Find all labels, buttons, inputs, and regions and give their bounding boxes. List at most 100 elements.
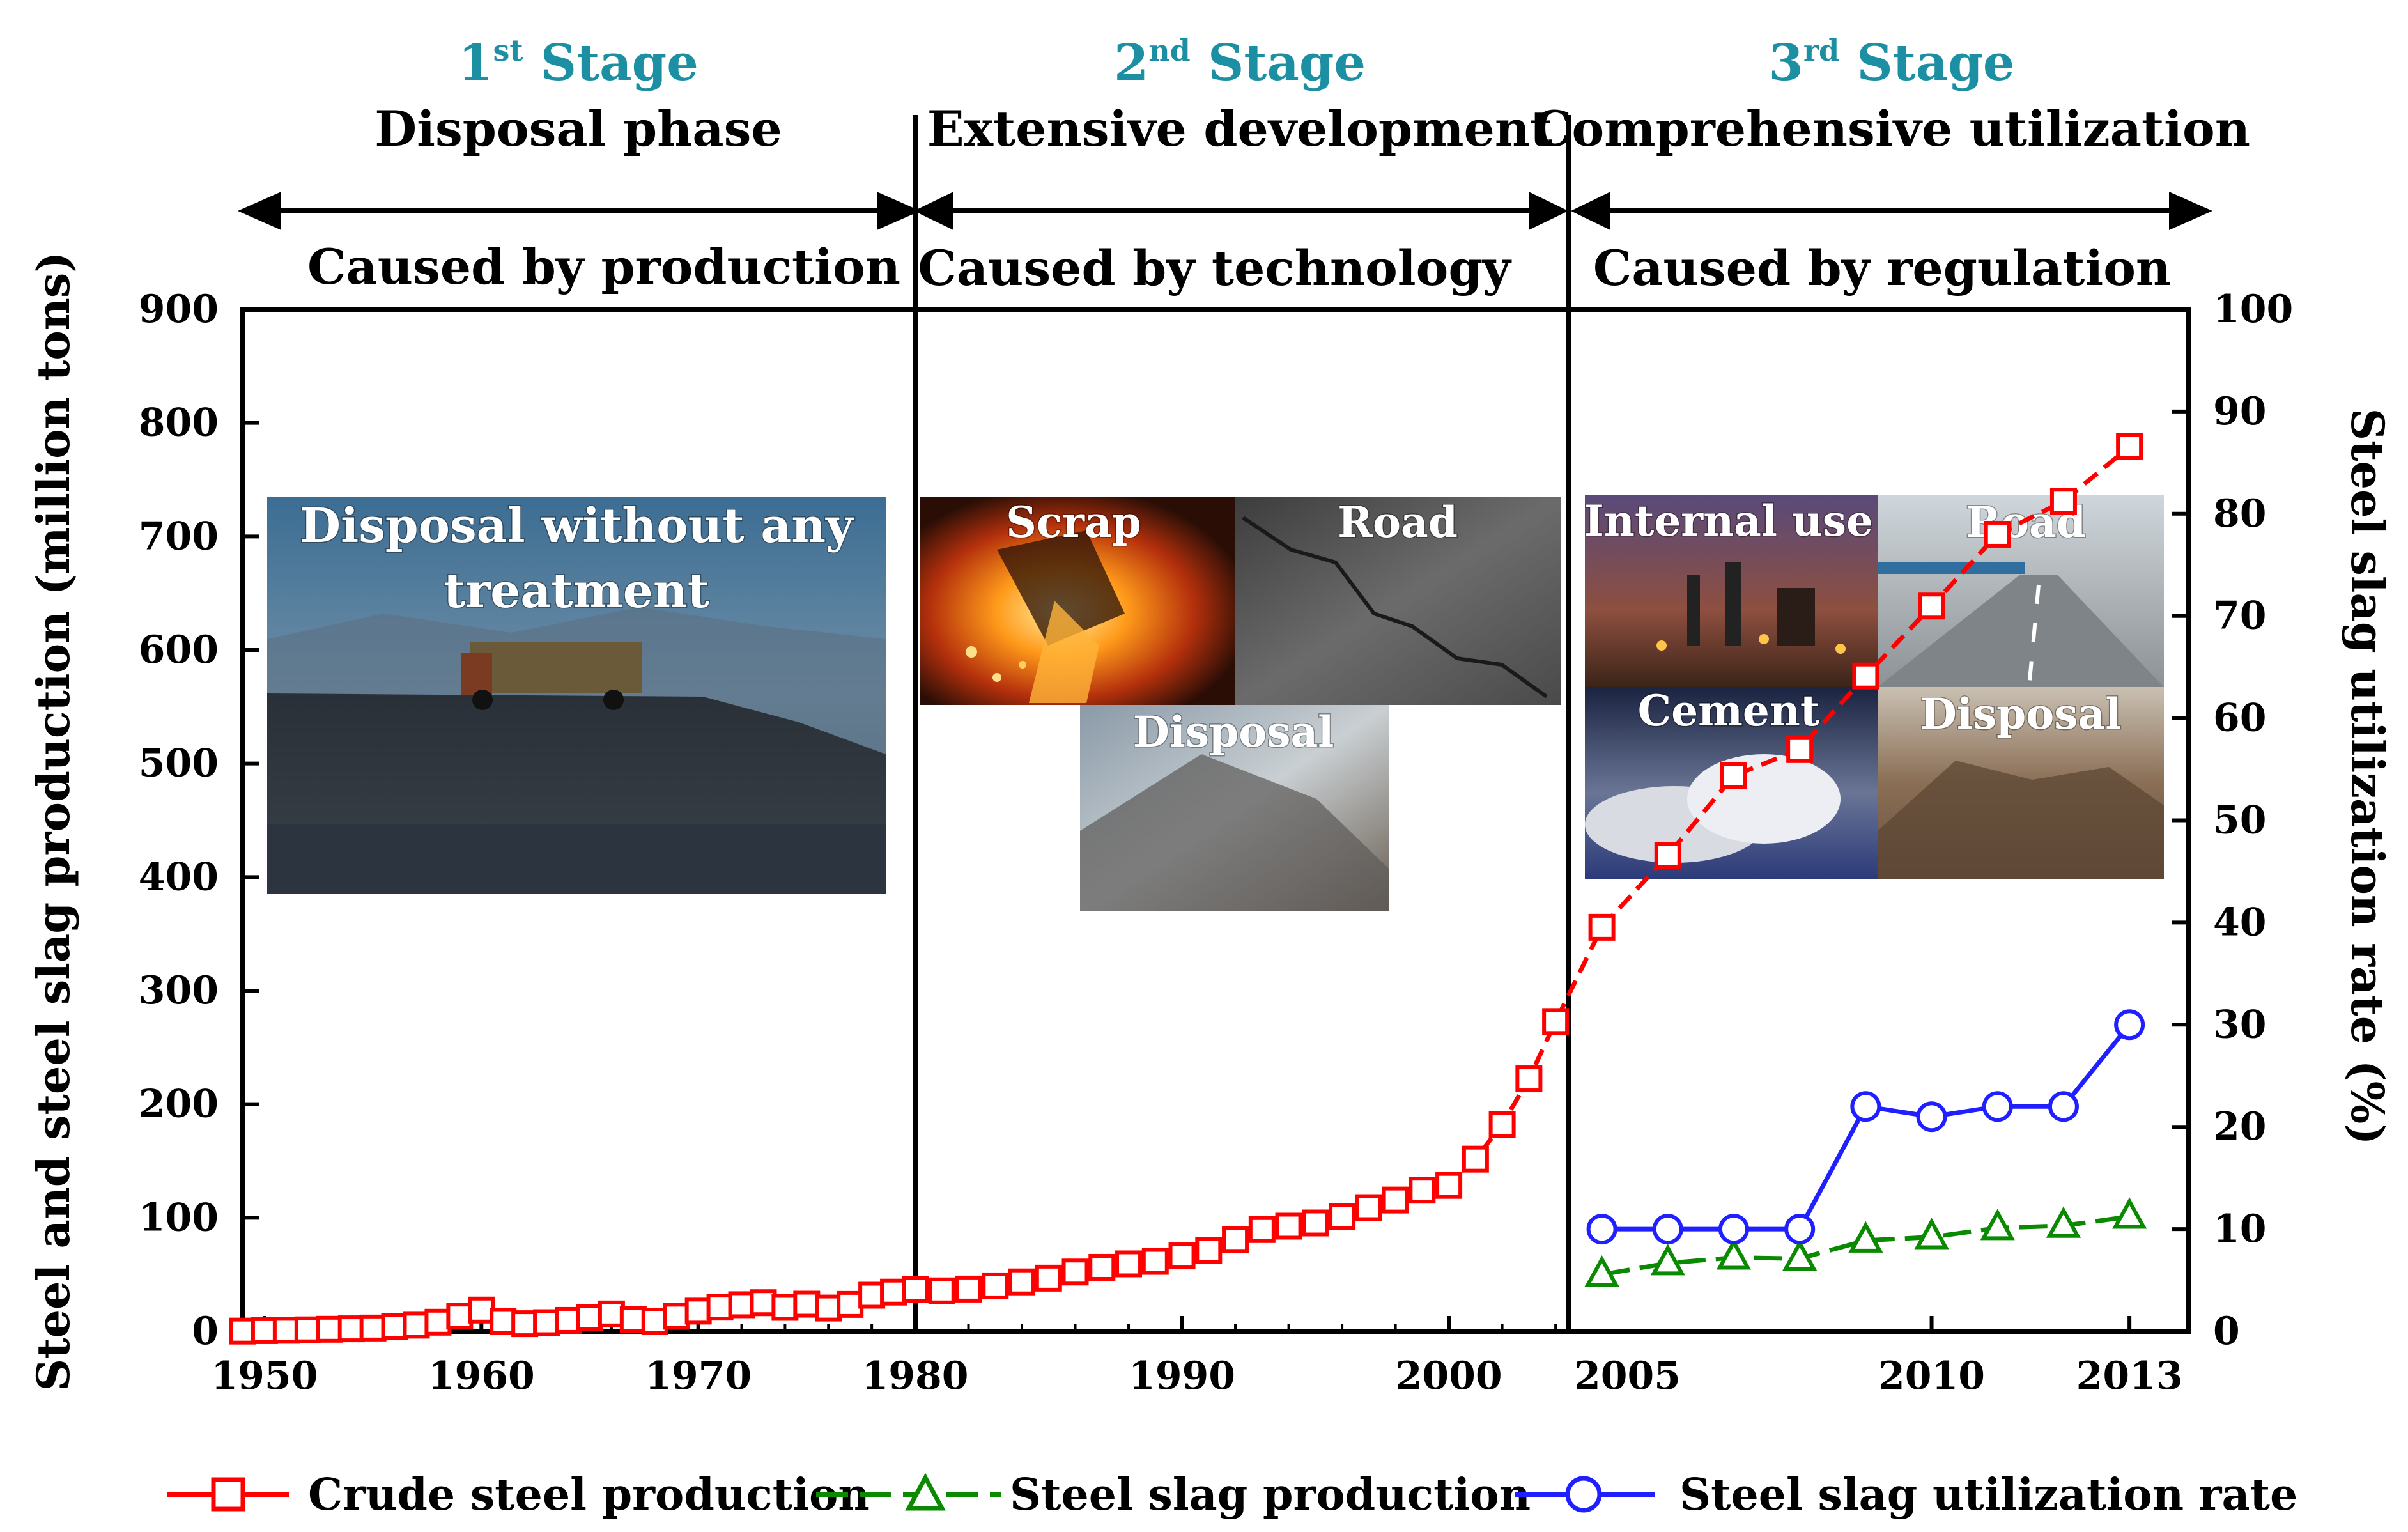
- y-left-tick-label: 400: [139, 855, 219, 899]
- data-point-crude-steel: [424, 1308, 452, 1336]
- data-point-crude-steel: [955, 1275, 982, 1303]
- data-point-crude-steel: [1195, 1237, 1223, 1264]
- stage-2-title: 2nd Stage: [1114, 33, 1366, 92]
- stage-2-name: Extensive development: [927, 100, 1552, 157]
- data-point-utilization-rate: [1784, 1214, 1816, 1245]
- data-point-crude-steel: [294, 1316, 321, 1343]
- data-point-crude-steel: [251, 1317, 278, 1344]
- photo-label-disposal-without-treatment: Disposal without any: [300, 499, 854, 553]
- data-point-utilization-rate: [1718, 1214, 1749, 1245]
- y-right-tick-label: 0: [2213, 1309, 2240, 1354]
- data-point-utilization-rate: [1982, 1091, 2013, 1122]
- y-right-tick-label: 30: [2213, 1002, 2267, 1047]
- cause-labels: Caused by production Caused by technolog…: [307, 238, 2171, 297]
- data-point-crude-steel: [1088, 1253, 1116, 1281]
- data-point-crude-steel: [2116, 433, 2143, 460]
- molten-steel-pouring-photo: Scrap: [920, 497, 1235, 705]
- slag-pile-photo: Disposal: [1878, 687, 2164, 879]
- data-point-crude-steel: [902, 1276, 929, 1303]
- stage-3-arrow-left-head: [1571, 192, 1610, 230]
- data-point-crude-steel: [793, 1290, 821, 1318]
- data-point-crude-steel: [641, 1308, 668, 1335]
- data-point-crude-steel: [598, 1300, 625, 1327]
- data-point-utilization-rate: [2114, 1009, 2145, 1041]
- y-right-tick-label: 90: [2213, 389, 2267, 434]
- data-point-crude-steel: [576, 1304, 603, 1331]
- x-tick-label: 2000: [1396, 1354, 1502, 1398]
- series-line-utilization-rate: [1601, 1023, 2131, 1232]
- data-point-crude-steel: [272, 1317, 300, 1344]
- stage-2-arrow-left-head: [914, 192, 953, 230]
- y-right-tick-label: 20: [2213, 1104, 2267, 1149]
- y-right-tick-label: 10: [2213, 1207, 2267, 1251]
- data-point-crude-steel: [1248, 1216, 1276, 1243]
- data-point-slag-production: [2112, 1197, 2147, 1229]
- data-point-utilization-rate: [1652, 1214, 1683, 1245]
- data-point-slag-production: [1650, 1244, 1685, 1276]
- y-left-tick-label: 700: [139, 514, 219, 559]
- data-point-crude-steel: [880, 1278, 907, 1306]
- data-point-crude-steel: [1488, 1111, 1516, 1138]
- data-point-crude-steel: [1222, 1226, 1249, 1253]
- data-point-crude-steel: [1786, 736, 1814, 763]
- plot-area: 0 100 200 300 400 500 600 700 800 900 0 10 20 30 40 50 6…: [139, 115, 2293, 1398]
- data-point-crude-steel: [316, 1315, 343, 1343]
- data-point-utilization-rate: [2048, 1091, 2079, 1122]
- photo-label-scrap: Scrap: [1006, 497, 1141, 547]
- photo-label-cement: Cement: [1638, 686, 1820, 736]
- data-point-crude-steel: [1542, 1008, 1570, 1035]
- y-axis-right-title: Steel slag utilization rate (%): [2341, 408, 2394, 1145]
- y-left-tick-label: 600: [139, 628, 219, 672]
- stage-headers: 1st Stage Disposal phase 2nd Stage Exten…: [374, 33, 2250, 157]
- slag-heap-photo: Disposal: [1080, 705, 1389, 911]
- data-point-crude-steel: [1462, 1145, 1489, 1173]
- data-point-slag-production: [1980, 1209, 2015, 1241]
- data-point-crude-steel: [982, 1272, 1009, 1299]
- data-point-crude-steel: [1168, 1242, 1196, 1270]
- y-left-tick-label: 300: [139, 968, 219, 1013]
- stage-2-arrow-right-head: [1529, 192, 1568, 230]
- cracked-asphalt-photo: Road: [1235, 497, 1561, 705]
- y-axis-left-title: Steel and steel slag production (million…: [27, 252, 80, 1391]
- stage-3-title: 3rd Stage: [1769, 33, 2015, 92]
- data-point-crude-steel: [381, 1313, 408, 1340]
- x-tick-label: 1950: [211, 1354, 318, 1398]
- series-line-slag-production: [1601, 1214, 2130, 1277]
- data-point-crude-steel: [663, 1303, 690, 1330]
- data-point-crude-steel: [728, 1291, 755, 1319]
- x-tick-label: 1990: [1129, 1354, 1235, 1398]
- legend-triangle-marker: [905, 1473, 946, 1511]
- data-point-crude-steel: [446, 1303, 474, 1330]
- data-point-crude-steel: [815, 1294, 842, 1322]
- cause-label-stage-1: Caused by production: [307, 238, 900, 295]
- data-point-crude-steel: [1275, 1212, 1302, 1240]
- data-point-crude-steel: [837, 1290, 864, 1318]
- legend-item-crude-steel: Crude steel production: [167, 1469, 870, 1520]
- data-point-crude-steel: [468, 1296, 495, 1324]
- data-point-crude-steel: [619, 1306, 647, 1333]
- data-point-crude-steel: [359, 1314, 387, 1342]
- data-point-crude-steel: [1720, 762, 1747, 789]
- y-right-tick-label: 100: [2213, 287, 2293, 332]
- y-left-tick-label: 200: [139, 1082, 219, 1127]
- data-point-slag-production: [1914, 1218, 1949, 1250]
- legend-label-utilization-rate: Steel slag utilization rate: [1679, 1469, 2297, 1520]
- data-point-crude-steel: [337, 1315, 365, 1343]
- legend-item-slag-production: Steel slag production: [816, 1469, 1531, 1520]
- stage-1-arrow-left-head: [238, 192, 281, 230]
- legend-label-crude-steel: Crude steel production: [308, 1469, 870, 1520]
- photo-label-treatment: treatment: [444, 564, 709, 619]
- cause-label-stage-2: Caused by technology: [918, 240, 1511, 297]
- data-point-crude-steel: [858, 1281, 886, 1309]
- data-point-crude-steel: [750, 1289, 777, 1317]
- data-point-crude-steel: [555, 1306, 582, 1334]
- data-point-crude-steel: [1382, 1186, 1409, 1214]
- legend-label-slag-production: Steel slag production: [1010, 1469, 1531, 1520]
- data-point-crude-steel: [229, 1317, 256, 1345]
- data-point-crude-steel: [1141, 1248, 1169, 1275]
- y-left-tick-label: 800: [139, 401, 219, 445]
- data-point-crude-steel: [1302, 1209, 1329, 1237]
- stage-1-arrow-right-head: [877, 192, 920, 230]
- data-point-crude-steel: [1329, 1203, 1356, 1230]
